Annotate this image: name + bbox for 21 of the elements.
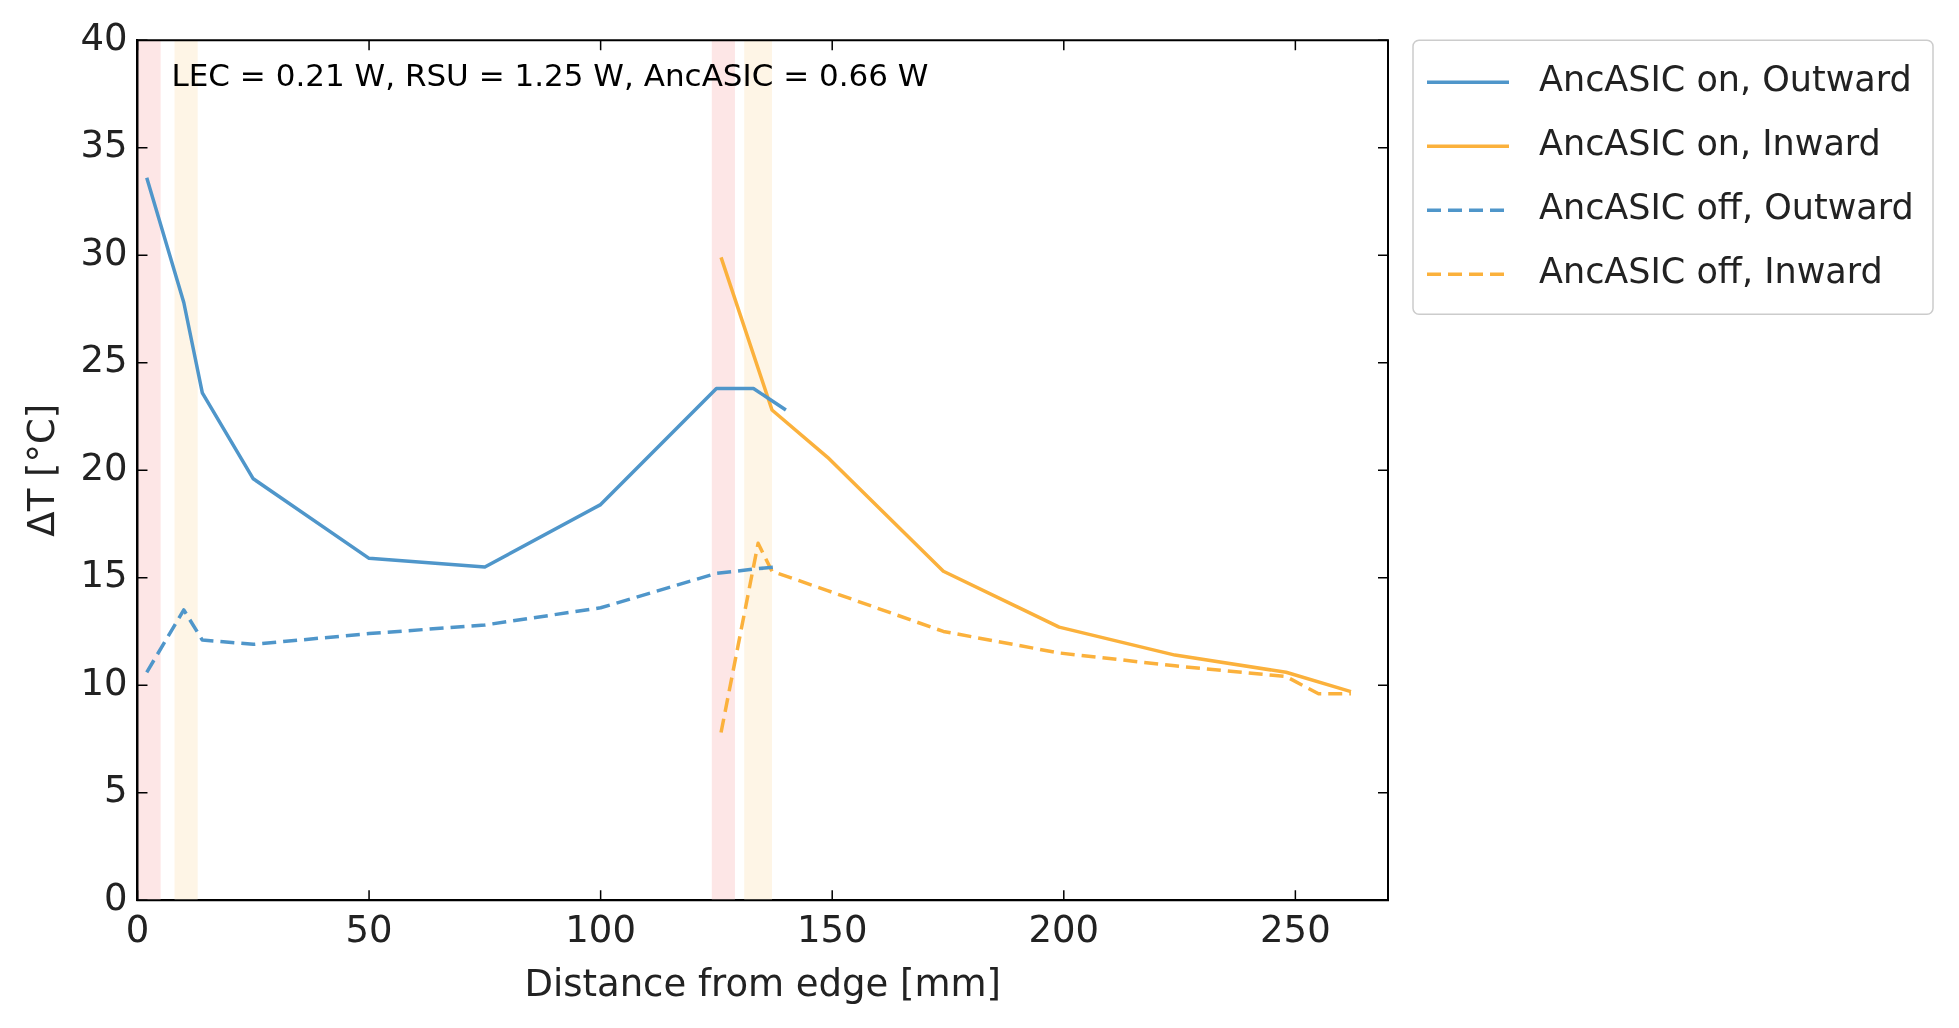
y-axis-title: ΔT [°C] [19, 403, 63, 537]
y-tick-label: 20 [80, 445, 128, 489]
y-tick-label: 5 [103, 768, 128, 812]
y-tick-label: 0 [103, 875, 128, 919]
legend-label: AncASIC off, Outward [1539, 187, 1914, 228]
y-tick-label: 40 [80, 15, 128, 59]
x-tick-label: 100 [565, 908, 636, 952]
y-tick-label: 25 [80, 338, 128, 382]
legend-label: AncASIC on, Outward [1539, 59, 1912, 100]
x-tick-label: 150 [796, 908, 868, 952]
x-tick-label: 200 [1028, 908, 1100, 952]
x-tick-label: 250 [1260, 908, 1331, 952]
legend-label: AncASIC off, Inward [1539, 251, 1883, 292]
legend-label: AncASIC on, Inward [1539, 123, 1881, 164]
x-tick-label: 50 [345, 908, 393, 952]
y-tick-label: 10 [80, 660, 128, 704]
y-tick-label: 15 [80, 553, 128, 597]
y-tick-label: 35 [80, 123, 128, 167]
x-axis-title: Distance from edge [mm] [524, 962, 1002, 1006]
annotation: LEC = 0.21 W, RSU = 1.25 W, AncASIC = 0.66 W [171, 56, 929, 93]
y-tick-label: 30 [80, 230, 128, 274]
